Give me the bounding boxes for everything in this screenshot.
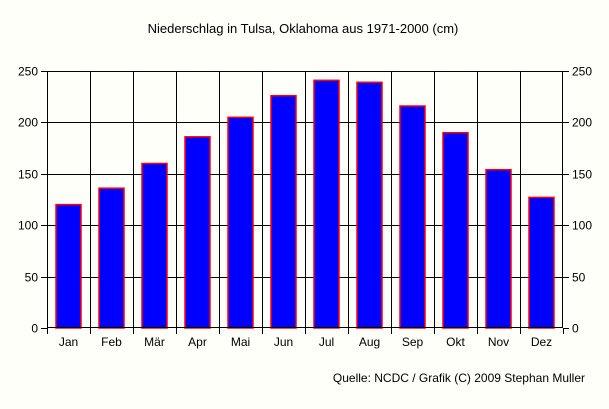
bar-nov (485, 168, 512, 329)
y-axis-label-left: 100 (18, 219, 38, 233)
bar-feb (98, 187, 125, 329)
x-axis-label: Okt (446, 335, 465, 349)
y-axis-label-left: 50 (25, 271, 39, 285)
bar-okt (442, 131, 469, 329)
bar-sep (399, 105, 426, 329)
y-axis-label-right: 150 (572, 168, 592, 182)
x-axis-label: Sep (402, 335, 424, 349)
x-axis-label: Jun (274, 335, 293, 349)
plot-area: 0 0 50 50 100 100 150 150 200 200 250 250 Jan Feb Mär A… (18, 65, 592, 350)
bar-apr (184, 136, 211, 329)
bar-jul (313, 79, 340, 329)
y-axis-label-right: 200 (572, 116, 592, 130)
x-axis-label: Jul (319, 335, 334, 349)
bar-mai (227, 116, 254, 329)
y-axis-label-right: 50 (572, 271, 586, 285)
y-axis-label-right: 100 (572, 219, 592, 233)
x-axis-label: Apr (188, 335, 207, 349)
plot-border (47, 71, 563, 328)
y-axis-label-left: 200 (18, 116, 38, 130)
x-axis-label: Feb (101, 335, 122, 349)
y-axis-label-right: 250 (572, 65, 592, 79)
x-axis-label: Jan (59, 335, 78, 349)
y-axis-label-left: 0 (31, 322, 38, 336)
source-credit: Quelle: NCDC / Grafik (C) 2009 Stephan M… (333, 371, 585, 385)
y-axis-label-left: 250 (18, 65, 38, 79)
x-axis-label: Mär (144, 335, 165, 349)
x-axis-label: Nov (488, 335, 509, 349)
y-axis-label-right: 0 (572, 322, 579, 336)
bar-mar (141, 162, 168, 329)
bar-dez (528, 196, 555, 329)
bar-aug (356, 81, 383, 329)
x-axis-label: Aug (359, 335, 380, 349)
y-axis-label-left: 150 (18, 168, 38, 182)
bar-jan (55, 203, 82, 329)
bar-jun (270, 94, 297, 329)
chart-title: Niederschlag in Tulsa, Oklahoma aus 1971… (148, 21, 459, 36)
x-axis-label: Mai (231, 335, 250, 349)
x-axis-label: Dez (531, 335, 552, 349)
